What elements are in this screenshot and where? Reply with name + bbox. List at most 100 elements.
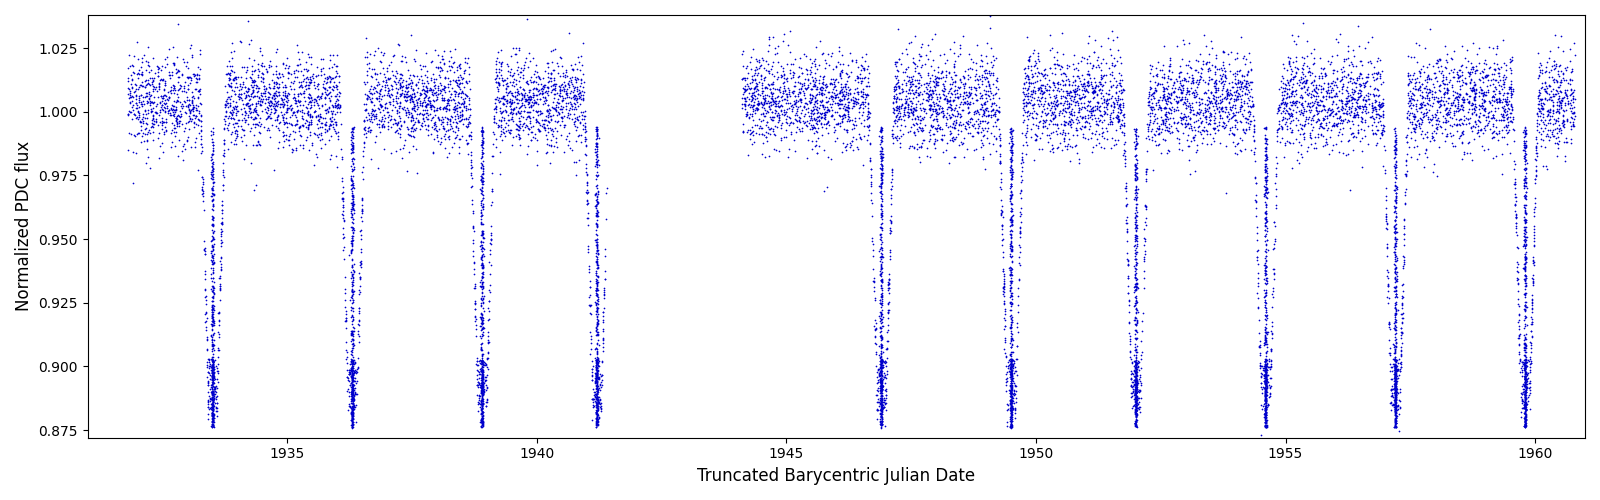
Point — [1512, 132, 1538, 140]
Point — [176, 80, 202, 88]
Point — [1434, 104, 1459, 112]
Point — [205, 368, 230, 376]
Point — [200, 365, 226, 373]
Point — [994, 370, 1019, 378]
Point — [998, 372, 1024, 380]
Point — [1170, 82, 1195, 90]
Point — [960, 115, 986, 123]
Point — [144, 110, 170, 118]
Point — [1123, 413, 1149, 421]
Point — [1301, 123, 1326, 131]
Point — [1325, 50, 1350, 58]
Point — [496, 111, 522, 119]
Point — [275, 119, 301, 127]
Point — [1094, 100, 1120, 108]
Point — [771, 78, 797, 86]
Point — [205, 368, 230, 376]
Point — [1261, 240, 1286, 248]
Point — [219, 110, 245, 118]
Point — [1315, 80, 1341, 88]
Point — [1235, 112, 1261, 120]
Point — [584, 163, 610, 171]
Point — [584, 410, 610, 418]
Point — [211, 136, 237, 143]
Point — [1405, 142, 1430, 150]
Point — [118, 82, 144, 90]
Point — [733, 102, 758, 110]
Point — [586, 398, 611, 406]
Point — [1344, 74, 1370, 82]
Point — [490, 94, 515, 102]
Point — [973, 94, 998, 102]
Point — [877, 226, 902, 234]
Point — [381, 96, 406, 104]
Point — [1339, 88, 1365, 96]
Point — [1123, 232, 1149, 239]
Point — [1123, 140, 1149, 147]
Point — [1523, 172, 1549, 180]
Point — [867, 354, 893, 362]
Point — [469, 414, 494, 422]
Point — [267, 82, 293, 90]
Point — [787, 94, 813, 102]
Point — [149, 114, 174, 122]
Point — [1472, 126, 1498, 134]
Point — [546, 110, 571, 118]
Point — [1026, 70, 1051, 78]
Point — [979, 69, 1005, 77]
Point — [1512, 340, 1538, 348]
Point — [974, 59, 1000, 67]
Point — [128, 54, 154, 62]
Point — [898, 78, 923, 86]
Point — [1467, 126, 1493, 134]
Point — [160, 72, 186, 80]
Point — [570, 70, 595, 78]
Point — [1064, 84, 1090, 92]
Point — [875, 300, 901, 308]
Point — [1250, 370, 1275, 378]
Point — [450, 110, 475, 118]
Point — [586, 250, 611, 258]
Point — [875, 300, 901, 308]
Point — [989, 222, 1014, 230]
Point — [1278, 74, 1304, 82]
Point — [851, 64, 877, 72]
Point — [869, 134, 894, 142]
Point — [206, 346, 232, 354]
Point — [1406, 150, 1432, 158]
Point — [998, 388, 1024, 396]
Point — [746, 105, 771, 113]
Point — [1288, 124, 1314, 132]
Point — [1237, 92, 1262, 100]
Point — [470, 307, 496, 315]
Point — [530, 74, 555, 82]
Point — [1082, 36, 1107, 44]
Point — [1253, 352, 1278, 360]
Point — [520, 122, 546, 130]
Point — [1374, 210, 1400, 218]
Point — [1222, 121, 1248, 129]
Point — [1402, 112, 1427, 120]
Point — [562, 103, 587, 111]
Point — [339, 415, 365, 423]
Point — [339, 392, 365, 400]
Point — [1394, 133, 1419, 141]
Point — [1109, 121, 1134, 129]
Point — [312, 106, 338, 114]
Point — [787, 127, 813, 135]
Point — [997, 406, 1022, 414]
Point — [1397, 71, 1422, 79]
Point — [1102, 96, 1128, 104]
Point — [902, 86, 928, 94]
Point — [584, 151, 610, 159]
Point — [150, 94, 176, 102]
Point — [339, 374, 365, 382]
Point — [998, 367, 1024, 375]
Point — [1123, 368, 1149, 376]
Point — [1202, 92, 1227, 100]
Point — [198, 192, 224, 200]
Point — [832, 110, 858, 118]
Point — [325, 134, 350, 142]
Point — [1400, 110, 1426, 118]
Point — [1382, 416, 1408, 424]
